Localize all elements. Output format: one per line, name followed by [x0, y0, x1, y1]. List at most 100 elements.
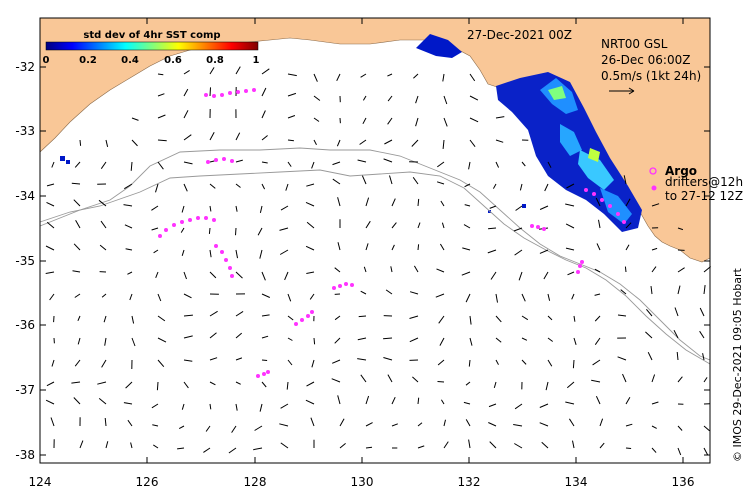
current-vector: [183, 110, 189, 119]
current-vector: [547, 359, 553, 367]
y-tick-label: -37: [15, 383, 35, 397]
current-vector: [285, 183, 289, 191]
current-vector: [565, 203, 575, 207]
current-vector: [125, 381, 133, 389]
current-vector: [461, 271, 471, 276]
current-vector: [261, 183, 266, 190]
current-vector: [287, 293, 292, 302]
colorbar-gradient: [45, 41, 259, 51]
current-vector: [650, 286, 653, 295]
current-vector: [313, 139, 317, 146]
current-vector: [651, 247, 658, 251]
current-vector: [591, 379, 601, 383]
current-vector: [124, 224, 133, 229]
current-vector: [599, 442, 605, 449]
current-vector: [437, 359, 445, 366]
current-vector: [209, 132, 215, 141]
current-vector: [254, 425, 263, 431]
current-vector: [157, 73, 164, 76]
current-vector: [287, 139, 294, 142]
x-tick-label: 134: [565, 475, 588, 489]
current-vector: [465, 381, 471, 386]
current-vector: [74, 359, 81, 367]
current-vector: [209, 249, 212, 258]
current-vector: [157, 359, 165, 368]
current-vector: [357, 337, 367, 341]
current-vector: [488, 227, 497, 230]
current-vector: [594, 268, 601, 273]
date-label: 27-Dec-2021 00Z: [467, 28, 572, 42]
colorbar: std dev of 4hr SST comp 0 0.2 0.4 0.6 0.…: [43, 30, 260, 66]
y-tick-label: -36: [15, 318, 35, 332]
current-vector: [287, 115, 296, 119]
current-vector: [495, 337, 502, 343]
current-vector: [571, 293, 575, 300]
current-vector: [181, 249, 185, 256]
current-vector: [46, 201, 55, 207]
current-vector: [235, 66, 241, 75]
current-vector: [209, 310, 218, 317]
current-vector: [101, 293, 107, 298]
current-vector: [287, 161, 292, 167]
model-time: 26-Dec 06:00Z: [601, 53, 690, 67]
current-vector: [178, 425, 185, 430]
current-vector: [309, 293, 315, 300]
current-vector: [208, 227, 211, 234]
current-vector: [100, 161, 107, 169]
current-vector: [151, 227, 159, 231]
current-vector: [331, 378, 341, 383]
current-vector: [209, 183, 216, 189]
current-vector: [183, 88, 189, 97]
current-vector: [391, 222, 397, 229]
current-vector: [74, 293, 81, 298]
current-vector: [439, 243, 445, 251]
current-vector: [699, 307, 705, 317]
current-vector: [279, 423, 289, 427]
current-vector: [651, 374, 656, 383]
current-vector: [415, 95, 419, 104]
current-vector: [488, 422, 497, 427]
current-vector: [261, 135, 268, 141]
current-vector: [443, 117, 448, 127]
current-vector: [183, 134, 192, 141]
y-tick-label: -33: [15, 124, 35, 138]
current-vector: [363, 266, 367, 273]
current-vector: [492, 183, 497, 189]
current-vector: [622, 373, 627, 383]
current-vector: [155, 271, 159, 278]
current-vector: [235, 381, 241, 385]
current-vector: [306, 271, 315, 274]
current-vector: [235, 357, 243, 361]
current-vector: [539, 249, 549, 254]
current-vector: [209, 271, 217, 279]
current-vector: [539, 403, 549, 408]
drifter-track: [206, 157, 234, 164]
drifter-track: [158, 216, 216, 238]
current-vector: [436, 181, 445, 185]
current-vector: [385, 289, 393, 295]
scale-arrow-head: [628, 87, 635, 95]
current-vector: [437, 161, 445, 168]
current-vector: [101, 359, 107, 368]
current-vector: [677, 447, 682, 456]
current-vector: [490, 271, 497, 280]
current-vector: [279, 227, 289, 231]
current-vector: [390, 266, 393, 273]
current-vector: [514, 249, 523, 256]
x-tick-label: 136: [672, 475, 695, 489]
current-vector: [417, 198, 420, 207]
current-vector: [261, 68, 270, 75]
current-vector: [261, 271, 266, 281]
current-vector: [209, 67, 215, 75]
current-vector: [287, 337, 293, 341]
current-vector: [365, 395, 370, 405]
current-vector: [279, 249, 289, 255]
current-vector: [183, 314, 193, 317]
current-vector: [365, 220, 371, 229]
current-vector: [334, 337, 341, 344]
current-vector: [50, 417, 55, 427]
current-vector: [391, 423, 398, 427]
current-vector: [155, 183, 159, 193]
current-vector: [365, 422, 373, 427]
current-vector: [489, 205, 497, 209]
